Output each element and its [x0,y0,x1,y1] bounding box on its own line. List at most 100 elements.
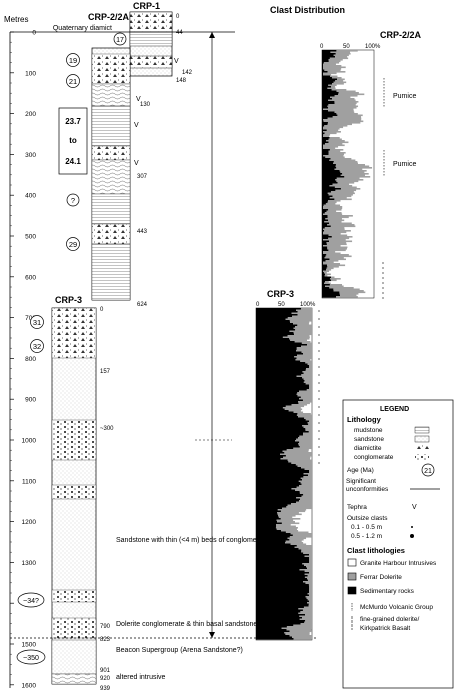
clast-sedimentary-band [256,375,297,378]
clast-sedimentary-band [322,204,324,207]
clast-sedimentary-band [256,461,289,463]
clast-ferrar-band [277,513,302,516]
crp2-tephra-2: V [134,122,139,129]
legend-conglomerate: conglomerate [354,454,394,461]
clast-ferrar-band [327,264,346,267]
legend-granite: Granite Harbour Intrusives [360,560,437,567]
age-unknown-text: ? [71,196,75,205]
clast-ferrar-band [335,164,365,166]
legend-kirk-2: Kirkpatrick Basalt [360,625,410,632]
clast-ferrar-band [281,627,312,630]
clast-sedimentary-band [256,473,304,475]
clast-ferrar-band [330,96,351,99]
crp2-title: CRP-2/2A [88,12,130,22]
legend-sedimentary: Sedimentary rocks [360,588,415,595]
clast-ferrar-band [339,291,366,294]
clast-ferrar-band [296,393,312,396]
age-34-ellipse: ~34? [17,592,45,608]
crp2-clast-title: CRP-2/2A [380,30,422,40]
clast-ferrar-band [335,56,348,58]
clast-sedimentary-band [256,335,288,337]
clast-ferrar-band [299,615,312,618]
clast-ferrar-band [280,530,299,532]
clast-ferrar-band [309,554,312,556]
clast-sedimentary-band [256,570,305,573]
clast-sedimentary-band [256,608,299,610]
clast-ferrar-band [286,626,312,628]
depth-tick-label: 1000 [22,438,37,445]
clast-sedimentary-band [256,566,307,568]
clast-ferrar-band [329,258,346,261]
clast-sedimentary-band [322,110,329,112]
clast-ferrar-band [333,290,364,292]
clast-ferrar-band [335,80,344,82]
legend-lithology-title: Lithology [347,415,382,424]
crp1-depth-148: 148 [176,78,187,84]
clast-sedimentary-band [256,536,290,538]
clast-sedimentary-band [256,537,288,540]
clast-sedimentary-band [256,581,304,583]
clast-sedimentary-band [322,72,324,75]
clast-ferrar-band [289,330,312,333]
clast-ferrar-band [304,576,312,579]
clast-ferrar-band [309,572,312,574]
clast-sedimentary-band [256,411,294,414]
clast-ferrar-band [276,519,294,522]
clast-ferrar-band [293,327,312,330]
clast-ferrar-band [309,384,312,387]
clast-ferrar-band [290,533,312,535]
clast-ferrar-band [327,224,355,226]
clast-ferrar-band [323,65,342,67]
clast-ferrar-band [293,638,312,640]
clast-ferrar-band [297,413,311,415]
legend: LEGEND Lithology mudstone sandstone diam… [342,399,454,689]
clast-sedimentary-band [256,431,309,433]
clast-ferrar-band [304,555,312,558]
clast-ferrar-band [328,59,343,61]
clast-ferrar-band [300,477,312,480]
clast-sedimentary-band [256,563,303,565]
clast-ferrar-band [276,524,291,526]
clast-ferrar-band [328,84,337,87]
clast-sedimentary-band [256,329,296,331]
clast-sedimentary-band [322,92,339,94]
age-range-mid: to [69,136,77,145]
clast-ferrar-band [325,143,343,145]
legend-tephra-symbol: V [412,504,417,511]
clast-ferrar-band [334,101,359,103]
clast-ferrar-band [282,336,310,339]
clast-ferrar-band [303,426,312,429]
clast-ferrar-band [297,465,312,468]
clast-sedimentary-band [256,545,297,547]
clast-ferrar-band [285,455,312,457]
clast-sedimentary-band [256,458,281,460]
crp2-note: Quaternary diamict [53,25,112,32]
clast-sedimentary-band [256,507,283,510]
clast-ferrar-band [301,345,312,348]
clast-sedimentary-band [322,62,324,64]
clast-sedimentary-band [256,596,306,598]
age-29-text: 29 [69,240,77,249]
clast-ferrar-band [342,173,369,175]
clast-ferrar-band [307,363,312,366]
clast-sedimentary-band [322,272,324,274]
clast-sedimentary-band [256,450,283,453]
age-17-text: 17 [116,37,124,44]
clast-ferrar-band [287,459,312,462]
clast-ferrar-band [305,383,312,385]
clast-ferrar-band [280,458,311,460]
clast-sedimentary-band [322,285,326,288]
clast-ferrar-band [285,531,309,534]
clast-ferrar-band [298,548,312,550]
clast-ferrar-band [303,476,312,478]
clast-sedimentary-band [322,155,324,157]
clast-ferrar-band [299,485,312,487]
clast-sedimentary-band [322,102,335,105]
clast-sedimentary-band [322,54,334,57]
clast-ferrar-band [323,239,346,241]
clast-ferrar-band [290,339,308,342]
clast-ferrar-band [301,483,312,486]
clast-sedimentary-band [256,486,297,489]
clast-ferrar-band [305,582,312,585]
